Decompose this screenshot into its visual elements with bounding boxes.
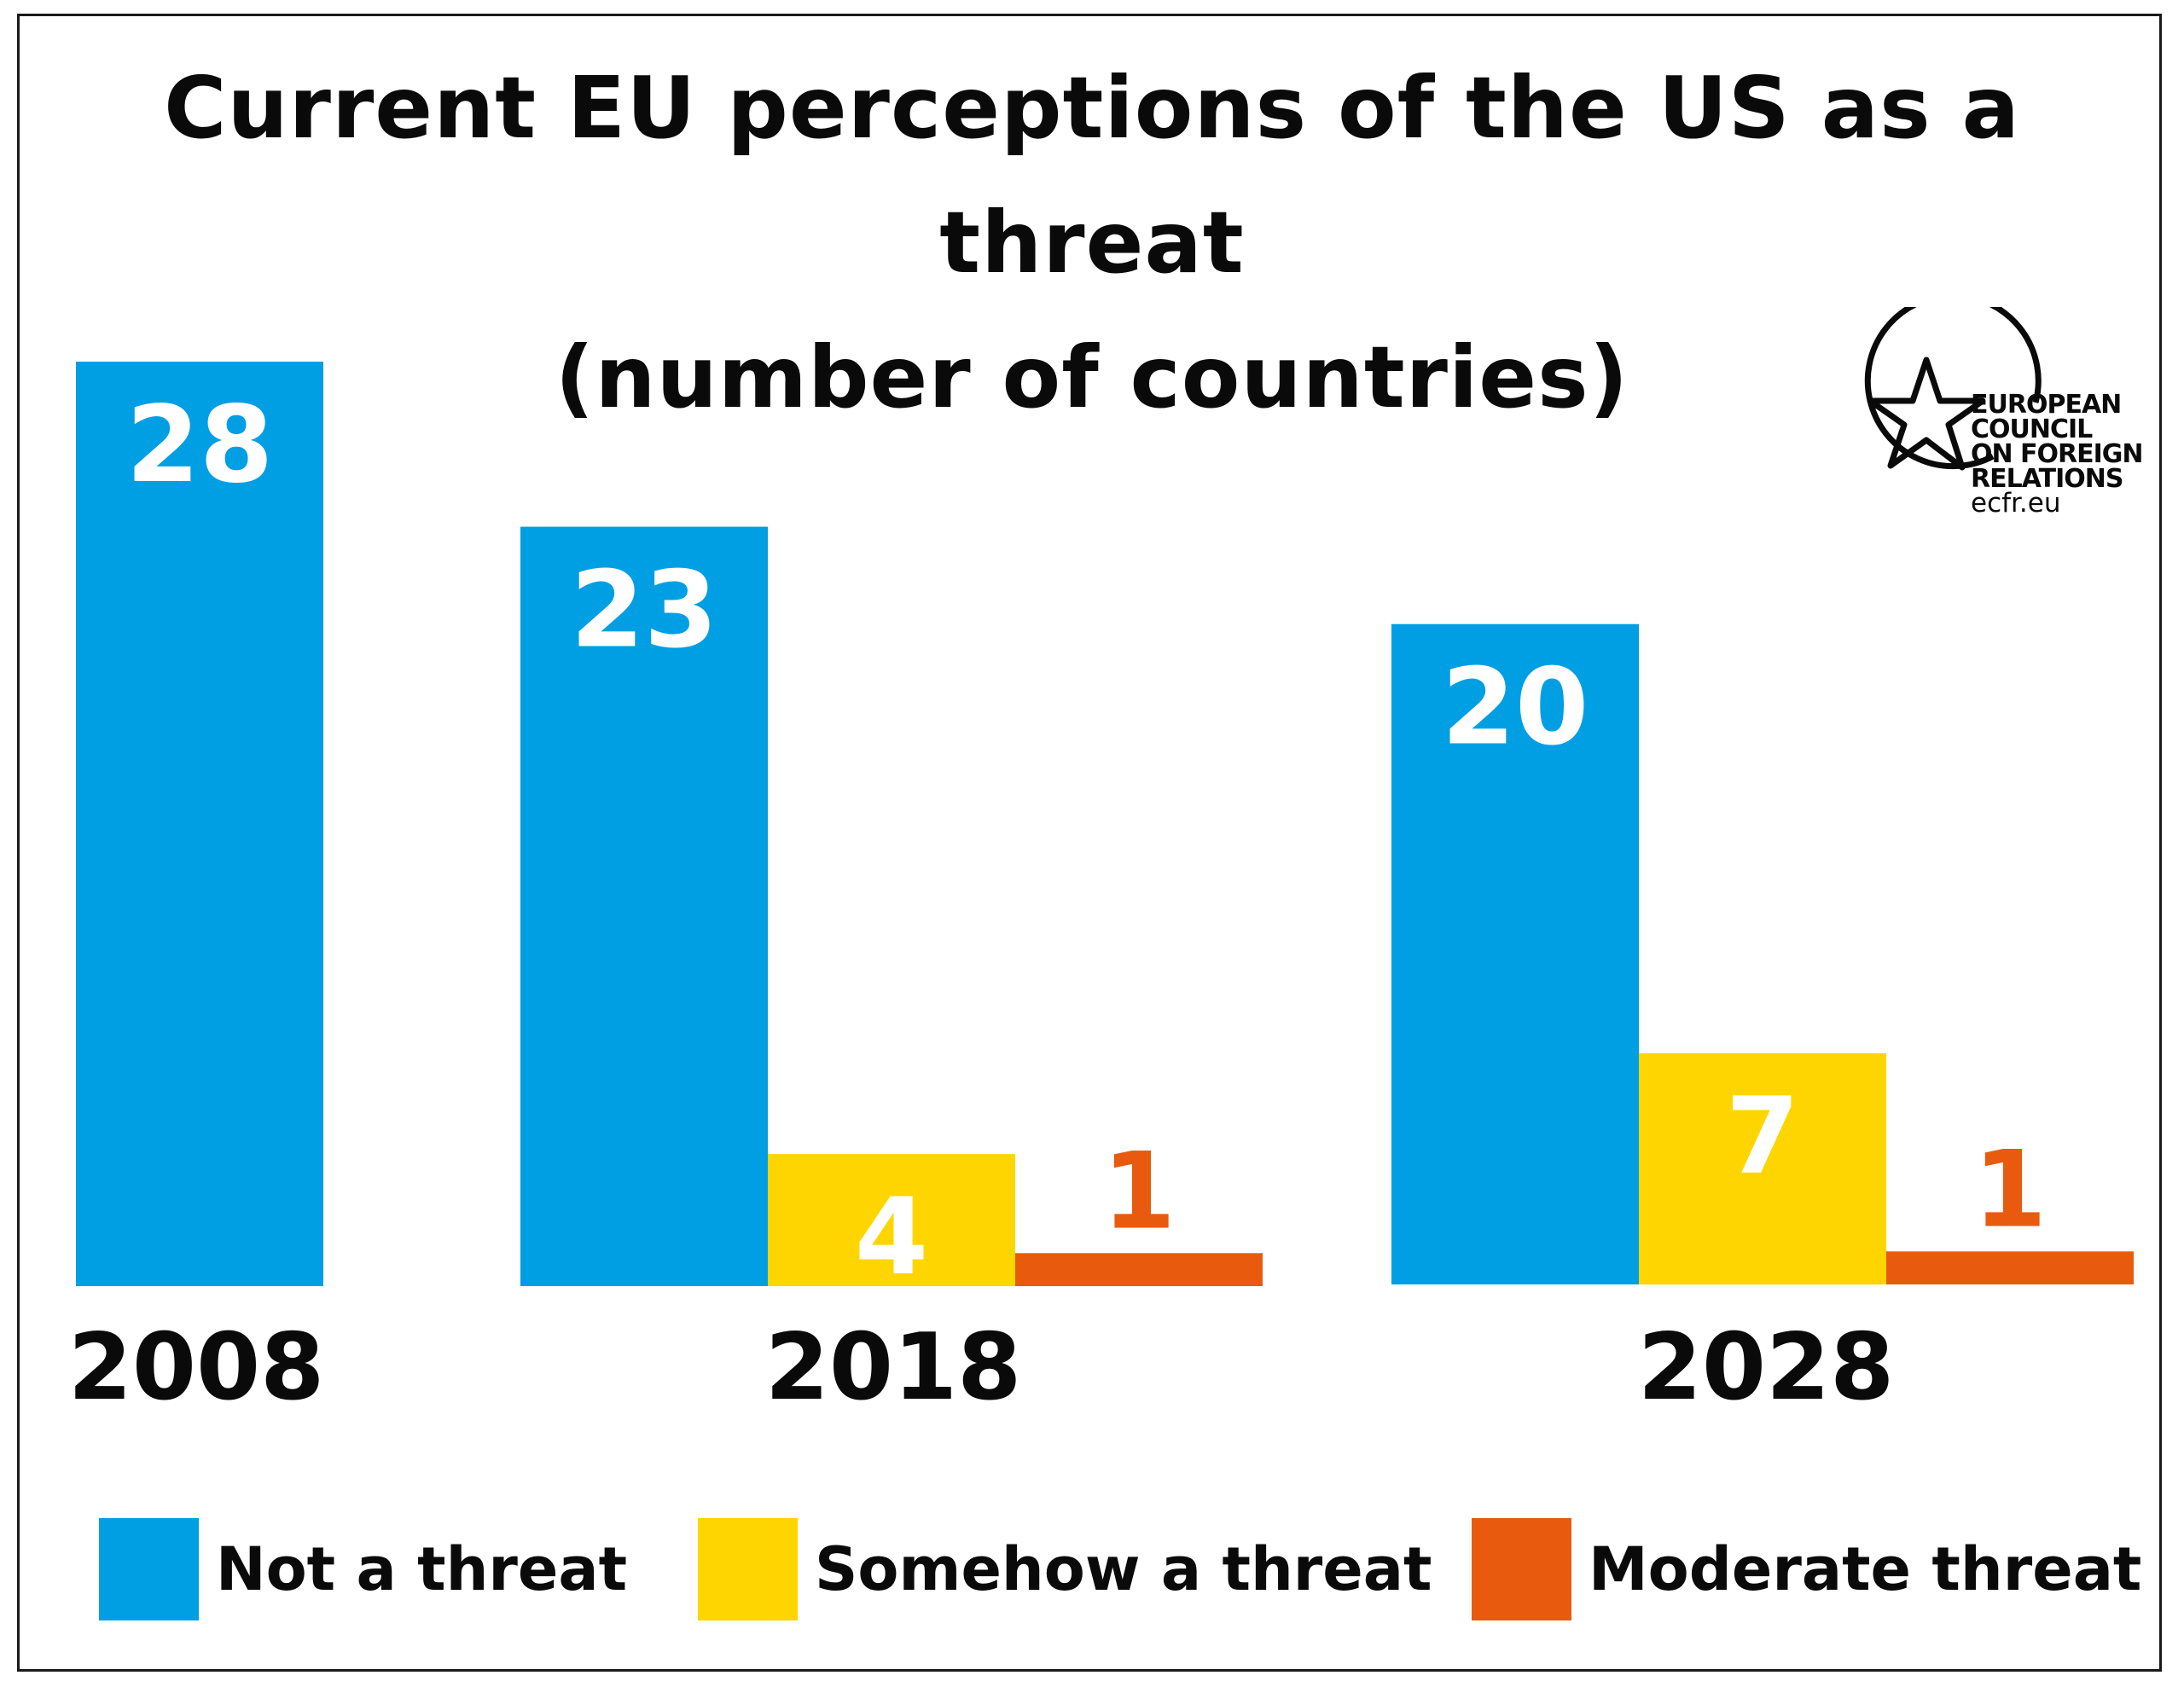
bar-moderate-threat-2028 (1886, 1251, 2134, 1284)
legend-item-not-a-threat: Not a threat (99, 1518, 627, 1620)
legend-label-somehow-a-threat: Somehow a threat (815, 1534, 1432, 1604)
x-tick-label-2018: 2018 (765, 1314, 1022, 1421)
legend-item-moderate-threat: Moderate threat (1472, 1518, 2141, 1620)
bar-somehow-a-threat-2028 (1639, 1053, 1886, 1284)
bar-somehow-a-threat-2018 (768, 1154, 1015, 1286)
bar-not-a-threat-2018 (520, 526, 768, 1286)
logo-line-3: ON FOREIGN (1971, 439, 2144, 469)
bar-not-a-threat-2028 (1391, 623, 1639, 1284)
legend-swatch-moderate-threat (1472, 1518, 1571, 1620)
logo-line-2: COUNCIL (1971, 415, 2093, 444)
legend-item-somehow-a-threat: Somehow a threat (698, 1518, 1432, 1620)
bar-not-a-threat-2008 (76, 362, 323, 1286)
bar-value-label-moderate-threat-2018: 1 (1102, 1130, 1176, 1253)
chart-title: Current EU perceptions of the US as a th… (0, 41, 2184, 445)
chart-title-line-2: (number of countries) (555, 328, 1629, 427)
x-tick-label-2008: 2008 (68, 1314, 325, 1421)
logo-line-1: EUROPEAN (1971, 390, 2122, 420)
x-tick-label-2028: 2028 (1638, 1314, 1895, 1421)
bar-chart: 28 2008 23 4 1 2018 20 7 1 2028 (68, 362, 2134, 1421)
bar-value-label-somehow-a-threat-2028: 7 (1726, 1075, 1799, 1198)
chart-frame (17, 14, 2162, 1672)
bar-moderate-threat-2018 (1015, 1253, 1263, 1286)
logo-url: ecfr.eu (1971, 488, 2061, 519)
bar-value-label-not-a-threat-2008: 28 (126, 384, 274, 507)
bar-value-label-moderate-threat-2028: 1 (1973, 1128, 2047, 1251)
legend-label-moderate-threat: Moderate threat (1589, 1534, 2142, 1604)
legend-label-not-a-threat: Not a threat (216, 1534, 628, 1604)
logo-line-4: RELATIONS (1971, 464, 2123, 494)
bar-value-label-somehow-a-threat-2018: 4 (855, 1176, 928, 1299)
bar-value-label-not-a-threat-2018: 23 (571, 549, 718, 672)
bar-value-label-not-a-threat-2028: 20 (1442, 646, 1589, 769)
chart-title-line-1: Current EU perceptions of the US as a th… (164, 58, 2020, 293)
ecfr-logo-icon (1864, 307, 2042, 471)
ecfr-logo-text: EUROPEAN COUNCIL ON FOREIGN RELATIONS ec… (1971, 390, 2144, 519)
legend-swatch-not-a-threat (99, 1518, 199, 1620)
legend-swatch-somehow-a-threat (698, 1518, 798, 1620)
